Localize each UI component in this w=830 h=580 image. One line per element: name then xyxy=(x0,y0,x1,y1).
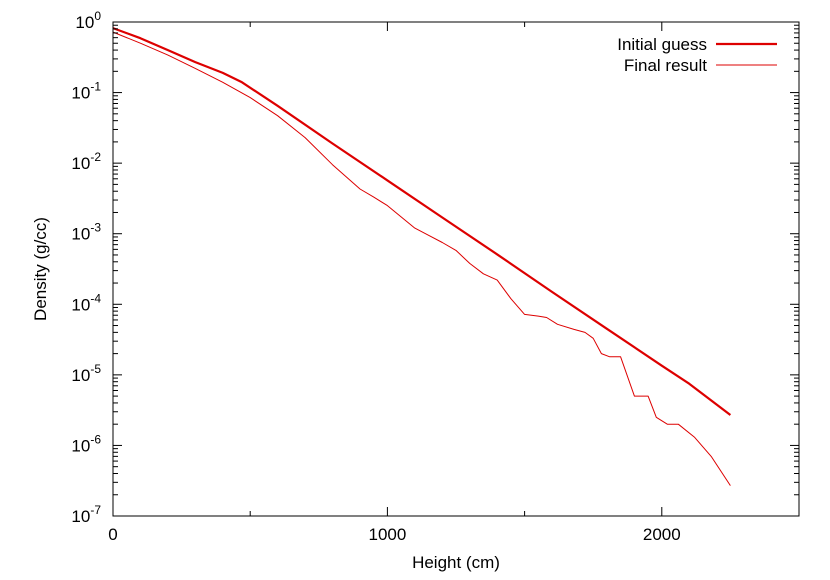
y-tick-label: 10-6 xyxy=(71,432,101,455)
y-tick-label: 10-7 xyxy=(71,503,101,526)
y-tick-label: 10-1 xyxy=(71,80,101,103)
y-tick-exponent: -7 xyxy=(90,503,101,517)
y-tick-exponent: -6 xyxy=(90,432,101,446)
y-tick-label: 10-2 xyxy=(71,150,101,173)
y-tick-exponent: -1 xyxy=(90,80,101,94)
y-tick-label: 10-4 xyxy=(71,291,101,314)
y-tick-base: 10 xyxy=(71,507,90,526)
legend-label: Initial guess xyxy=(617,35,707,54)
y-tick-base: 10 xyxy=(71,295,90,314)
x-axis-label: Height (cm) xyxy=(412,553,500,572)
y-tick-exponent: 0 xyxy=(94,9,101,23)
y-tick-base: 10 xyxy=(71,84,90,103)
y-tick-base: 10 xyxy=(71,436,90,455)
y-axis-label: Density (g/cc) xyxy=(31,217,50,321)
x-tick-label: 0 xyxy=(108,525,117,544)
y-tick-label: 100 xyxy=(75,9,101,32)
y-tick-base: 10 xyxy=(71,154,90,173)
y-tick-base: 10 xyxy=(71,366,90,385)
y-tick-base: 10 xyxy=(71,225,90,244)
plot-frame xyxy=(112,21,800,517)
y-tick-exponent: -3 xyxy=(90,221,101,235)
y-tick-exponent: -2 xyxy=(90,150,101,164)
y-tick-base: 10 xyxy=(75,13,94,32)
series-line-initial-guess xyxy=(112,27,732,416)
x-tick-label: 1000 xyxy=(368,525,406,544)
y-tick-label: 10-3 xyxy=(71,221,101,244)
x-tick-label: 2000 xyxy=(643,525,681,544)
y-tick-exponent: -4 xyxy=(90,291,101,305)
legend-label: Final result xyxy=(624,56,707,75)
series-layer xyxy=(112,27,732,486)
legend: Initial guess Final result xyxy=(617,35,777,75)
y-tick-exponent: -5 xyxy=(90,362,101,376)
series-line-final-result xyxy=(112,31,731,486)
y-tick-label: 10-5 xyxy=(71,362,101,385)
